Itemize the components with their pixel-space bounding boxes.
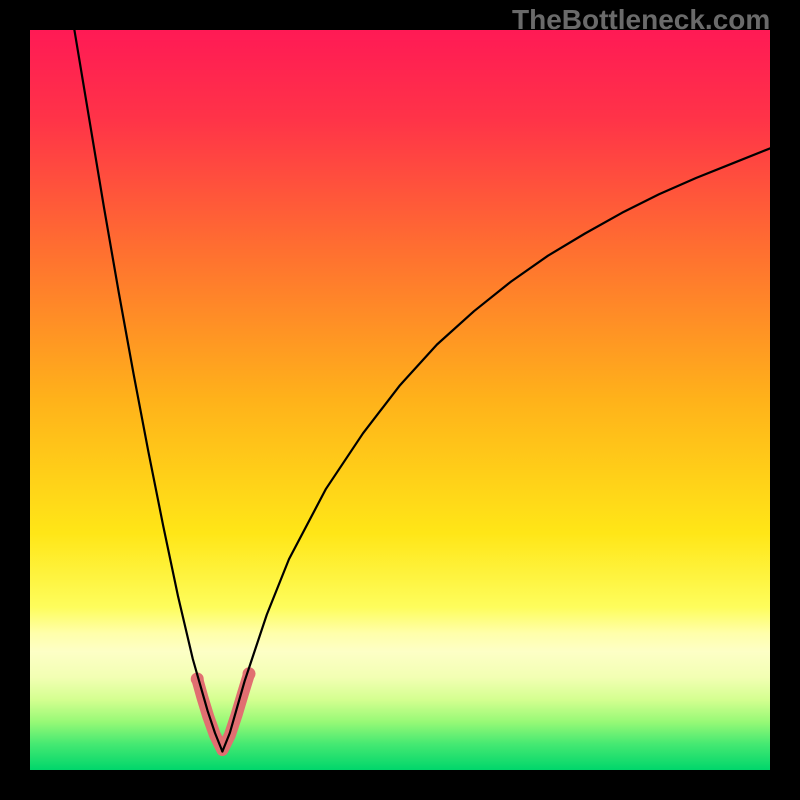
watermark-text: TheBottleneck.com (512, 4, 770, 36)
chart-svg (30, 30, 770, 770)
chart-background (30, 30, 770, 770)
plot-area (30, 30, 770, 770)
